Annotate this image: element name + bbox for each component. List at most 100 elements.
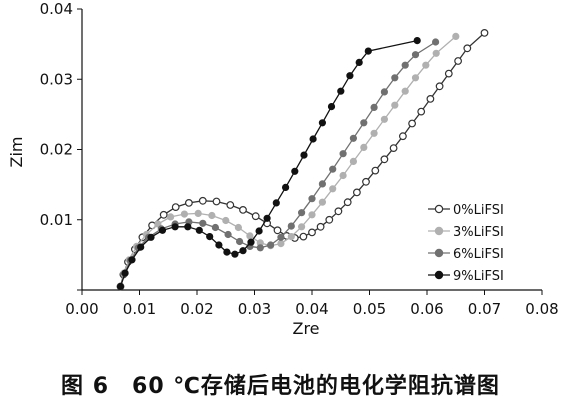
data-point bbox=[426, 94, 435, 103]
legend-label: 9%LiFSI bbox=[453, 269, 504, 284]
data-point bbox=[480, 29, 489, 37]
data-point bbox=[411, 51, 420, 59]
y-tick-label: 0.03 bbox=[40, 70, 73, 88]
data-point bbox=[349, 157, 358, 165]
eis-chart: 0.00 0.01 0.02 0.03 0.04 0.05 0.06 0.07 0.08 0.01… bbox=[7, 0, 559, 338]
y-tick-label: 0.02 bbox=[40, 141, 73, 159]
data-point bbox=[147, 233, 155, 241]
x-tick-label: 0.01 bbox=[123, 300, 156, 318]
data-point bbox=[206, 233, 214, 241]
data-point bbox=[116, 282, 125, 291]
data-point bbox=[380, 88, 389, 96]
data-point bbox=[291, 167, 299, 175]
data-point bbox=[452, 32, 460, 41]
x-tick-label: 0.04 bbox=[295, 300, 328, 318]
data-point bbox=[226, 201, 235, 209]
data-point bbox=[360, 119, 368, 127]
data-point bbox=[325, 215, 334, 224]
data-point bbox=[222, 216, 230, 225]
legend-label: 6%LiFSI bbox=[453, 247, 504, 262]
data-point bbox=[399, 132, 407, 141]
y-axis-title: Zim bbox=[7, 137, 26, 168]
data-point bbox=[355, 58, 363, 67]
data-point bbox=[287, 222, 295, 230]
y-tick-label: 0.01 bbox=[40, 211, 73, 229]
data-point bbox=[308, 228, 316, 237]
data-point bbox=[444, 69, 453, 78]
data-point bbox=[199, 219, 207, 227]
series-0%LiFSI bbox=[116, 29, 489, 291]
data-point bbox=[318, 198, 327, 206]
data-point bbox=[329, 185, 337, 193]
data-point bbox=[432, 38, 440, 46]
data-point bbox=[239, 205, 247, 214]
data-point bbox=[247, 238, 255, 246]
x-tick-label: 0.08 bbox=[525, 300, 558, 318]
data-point bbox=[309, 135, 317, 143]
data-point bbox=[413, 36, 421, 45]
series-line bbox=[119, 39, 418, 287]
x-tick-label: 0.06 bbox=[410, 300, 443, 318]
data-point bbox=[180, 210, 188, 218]
data-point bbox=[337, 87, 345, 95]
x-tick-label: 0.00 bbox=[65, 300, 98, 318]
data-point bbox=[208, 211, 216, 220]
figure-caption: 图 6 60 ℃存储后电池的电化学阻抗谱图 bbox=[61, 374, 500, 399]
data-point bbox=[171, 223, 179, 231]
data-point bbox=[236, 237, 244, 246]
data-point bbox=[339, 150, 347, 158]
data-point bbox=[184, 198, 193, 207]
data-point bbox=[300, 151, 308, 159]
data-point bbox=[272, 199, 280, 207]
legend-marker bbox=[434, 270, 444, 280]
series-6%LiFSI bbox=[116, 38, 440, 291]
data-point bbox=[121, 269, 129, 277]
data-point bbox=[154, 220, 162, 228]
data-point bbox=[327, 102, 336, 111]
data-point bbox=[380, 155, 389, 164]
data-point bbox=[299, 232, 308, 241]
legend-marker bbox=[434, 204, 444, 214]
data-point bbox=[128, 256, 136, 264]
data-point bbox=[411, 74, 420, 82]
data-point bbox=[370, 129, 378, 137]
x-tick-label: 0.05 bbox=[353, 300, 386, 318]
data-point bbox=[215, 241, 223, 249]
x-tick-label: 0.07 bbox=[468, 300, 501, 318]
data-point bbox=[346, 72, 354, 80]
data-point bbox=[371, 166, 380, 175]
data-point bbox=[239, 247, 247, 255]
data-point bbox=[251, 212, 260, 221]
series-line bbox=[119, 35, 457, 287]
data-point bbox=[432, 49, 440, 57]
legend-marker bbox=[434, 226, 444, 236]
series-line bbox=[119, 41, 436, 287]
series-3%LiFSI bbox=[116, 32, 460, 291]
series-line bbox=[119, 32, 485, 287]
data-point bbox=[329, 165, 337, 173]
data-point bbox=[349, 134, 358, 142]
data-point bbox=[308, 211, 316, 219]
data-point bbox=[212, 197, 221, 206]
data-point bbox=[353, 188, 361, 197]
data-point bbox=[380, 115, 389, 123]
x-tick-label: 0.02 bbox=[180, 300, 213, 318]
data-point bbox=[211, 223, 219, 232]
data-point bbox=[339, 171, 347, 180]
data-point bbox=[422, 61, 430, 69]
data-point bbox=[194, 209, 202, 217]
legend-label: 0%LiFSI bbox=[453, 203, 504, 218]
data-point bbox=[316, 222, 325, 231]
data-point bbox=[391, 74, 399, 82]
data-point bbox=[343, 198, 352, 207]
data-point bbox=[277, 240, 285, 248]
data-point bbox=[234, 223, 242, 232]
data-point bbox=[282, 183, 290, 191]
data-point bbox=[159, 210, 168, 219]
data-point bbox=[308, 195, 316, 203]
data-point bbox=[158, 226, 167, 234]
data-point bbox=[408, 119, 417, 128]
data-point bbox=[401, 61, 409, 69]
data-point bbox=[223, 248, 231, 256]
data-point bbox=[360, 143, 368, 151]
